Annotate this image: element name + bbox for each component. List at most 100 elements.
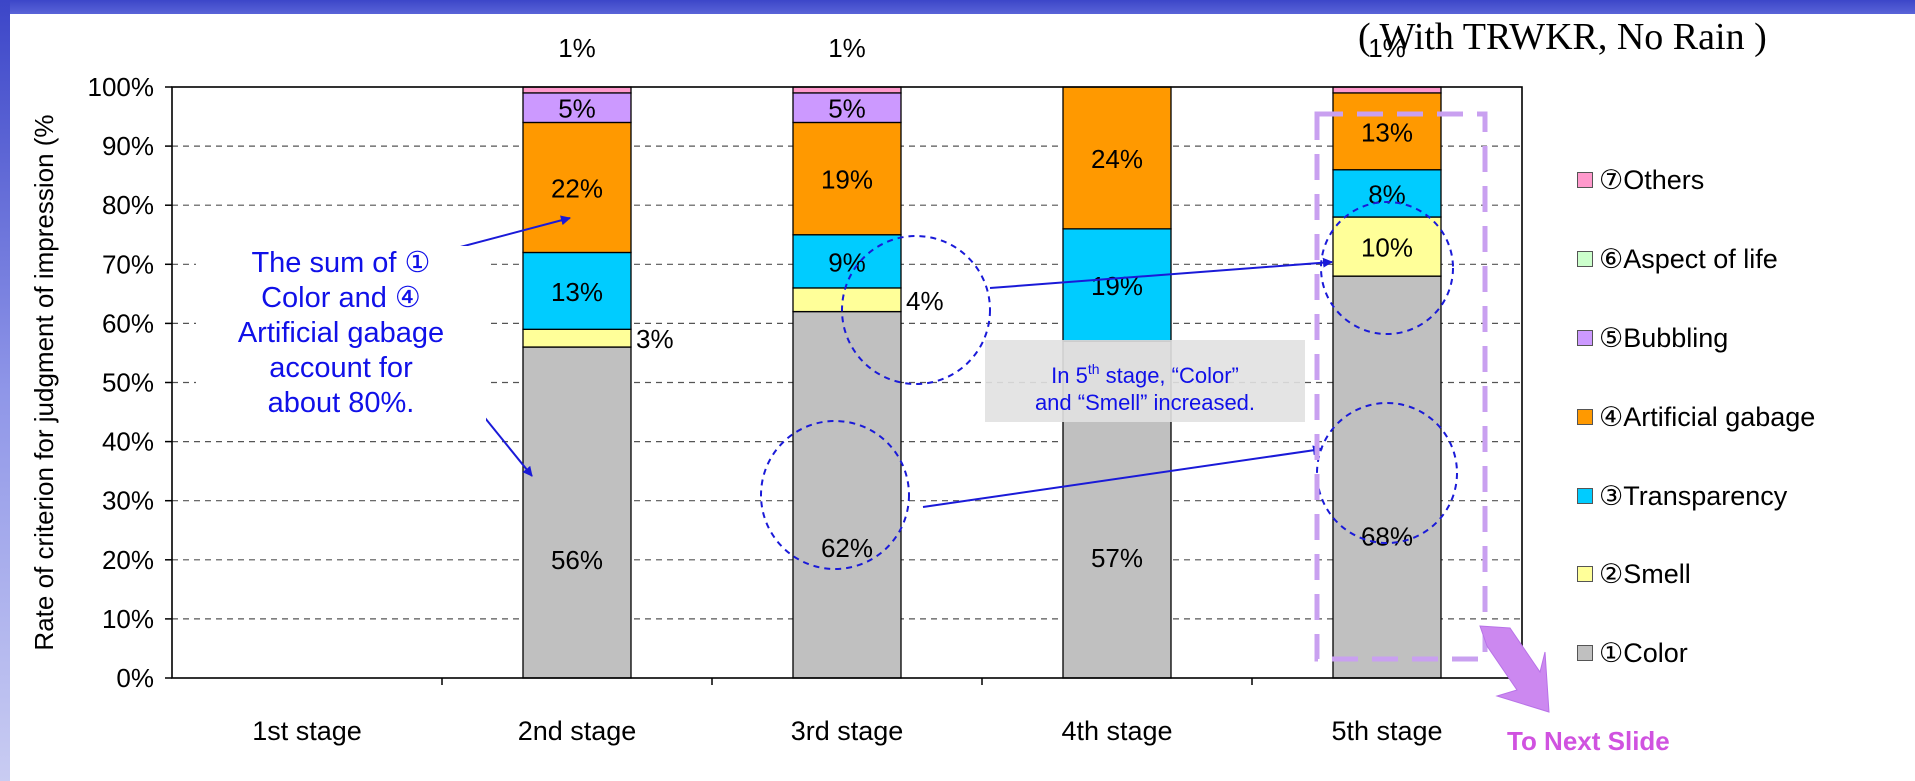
- legend-swatch: [1577, 644, 1593, 661]
- sum-callout-line: about 80%.: [267, 387, 415, 419]
- y-tick-label: 10%: [102, 604, 154, 634]
- next-slide-arrow: [1479, 625, 1550, 713]
- axis-layer: 0% 10% 20% 30% 40% 50% 60% 70% 80% 90% 100% 1st sta…: [29, 72, 1523, 746]
- legend-item-smell: ②Smell: [1577, 557, 1691, 589]
- bar-segment: [1332, 275, 1442, 679]
- title-band: [0, 0, 1915, 14]
- legend-label: ⑤Bubbling: [1599, 322, 1729, 353]
- data-label: 68%: [1361, 521, 1413, 551]
- plot-frame: [171, 86, 1523, 679]
- chart-subtitle: ( With TRWKR, No Rain ): [1358, 16, 1767, 58]
- bar-segment: [792, 86, 902, 94]
- bar-segment: [792, 234, 902, 289]
- stage5-callout: In 5th stage, “Color” and “Smell” increa…: [985, 340, 1305, 422]
- stage5-callout-line2: and “Smell” increased.: [1034, 390, 1256, 415]
- data-label: 4%: [906, 286, 944, 316]
- y-axis-title: Rate of criterion for judgment of impres…: [29, 114, 59, 650]
- legend-swatch: [1577, 329, 1593, 346]
- stage5-callout-sup: th: [1087, 361, 1100, 377]
- highlight-circle: [760, 420, 910, 570]
- next-slide-link[interactable]: To Next Slide: [1507, 726, 1670, 756]
- bar-segment: [1062, 86, 1172, 230]
- bar-segment: [522, 251, 632, 330]
- data-label: 5%: [828, 94, 866, 124]
- bar-segment: [792, 121, 902, 236]
- data-label: 56%: [551, 545, 603, 575]
- stage5-callout-post: stage, “Color”: [1099, 363, 1239, 388]
- data-label: 19%: [1091, 271, 1143, 301]
- highlight-circle: [1316, 402, 1458, 544]
- y-tick-label: 20%: [102, 545, 154, 575]
- stage5-highlight-box: [1314, 111, 1488, 662]
- left-accent-band: [0, 0, 10, 781]
- legend-swatch: [1577, 487, 1593, 504]
- data-label: 10%: [1361, 233, 1413, 263]
- sum-callout-line: account for: [269, 352, 413, 384]
- data-label: 9%: [828, 247, 866, 277]
- bar-segment: [792, 92, 902, 124]
- legend-label: ②Smell: [1599, 558, 1691, 589]
- stage5-callout-pre: In 5: [1051, 363, 1088, 388]
- data-label: 13%: [1361, 117, 1413, 147]
- sum-callout-line: Color and ④: [261, 282, 421, 314]
- bar-segment: [522, 92, 632, 124]
- bar-segment: [522, 86, 632, 94]
- y-tick-label: 30%: [102, 486, 154, 516]
- data-label: 13%: [551, 277, 603, 307]
- overlay-layer: [429, 111, 1550, 713]
- data-label: 3%: [636, 324, 674, 354]
- bar-segment: [1062, 228, 1172, 342]
- legend-swatch: [1577, 408, 1593, 425]
- x-tick-label: 5th stage: [1331, 716, 1442, 746]
- bar-segment: [1332, 216, 1442, 277]
- data-label: 19%: [821, 165, 873, 195]
- data-label: 1%: [1368, 33, 1406, 63]
- legend-swatch: [1577, 171, 1593, 188]
- legend-label: ①Color: [1599, 637, 1688, 668]
- highlight-circle: [1320, 201, 1454, 335]
- bar-segment: [1332, 92, 1442, 171]
- legend-swatch: [1577, 565, 1593, 582]
- y-tick-label: 90%: [102, 131, 154, 161]
- sum-callout-line: Artificial gabage: [237, 317, 445, 349]
- legend-item-bubbling: ⑤Bubbling: [1577, 321, 1729, 353]
- bar-segment: [522, 346, 632, 679]
- legend-label: ⑦Others: [1599, 164, 1705, 195]
- data-label: 1%: [558, 33, 596, 63]
- y-tick-label: 80%: [102, 190, 154, 220]
- legend-item-artificial-gabage: ④Artificial gabage: [1577, 400, 1816, 432]
- bar-segment: [1332, 169, 1442, 218]
- stage5-callout-line1: In 5th stage, “Color”: [985, 356, 1305, 389]
- y-tick-label: 40%: [102, 427, 154, 457]
- label-layer: 56% 3% 13% 22% 5% 1% 62% 4% 9% 19% 5% 1% 57% 19% 24% 68…: [551, 33, 1413, 575]
- x-tick-label: 4th stage: [1061, 716, 1172, 746]
- y-tick-label: 0%: [116, 663, 154, 693]
- data-label: 5%: [558, 94, 596, 124]
- legend-label: ③Transparency: [1599, 480, 1788, 511]
- data-label: 8%: [1368, 179, 1406, 209]
- data-label: 57%: [1091, 543, 1143, 573]
- bar-segment: [522, 121, 632, 254]
- data-label: 22%: [551, 173, 603, 203]
- legend-item-color: ①Color: [1577, 636, 1688, 668]
- y-tick-label: 70%: [102, 249, 154, 279]
- data-label: 24%: [1091, 144, 1143, 174]
- legend-item-others: ⑦Others: [1577, 163, 1705, 195]
- bar-segment: [522, 328, 632, 348]
- bar-segment: [792, 310, 902, 679]
- bar-segment: [1332, 86, 1442, 94]
- legend-label: ④Artificial gabage: [1599, 401, 1816, 432]
- legend-swatch: [1577, 250, 1593, 267]
- sum-callout: The sum of ① Color and ④ Artificial gaba…: [196, 246, 486, 421]
- highlight-circle: [841, 235, 991, 385]
- y-tick-label: 100%: [88, 72, 155, 102]
- callout-arrow: [922, 445, 1323, 508]
- legend-label: ⑥Aspect of life: [1599, 243, 1778, 274]
- x-tick-label: 1st stage: [252, 716, 362, 746]
- x-tick-label: 3rd stage: [791, 716, 904, 746]
- data-label: 1%: [828, 33, 866, 63]
- x-tick-label: 2nd stage: [518, 716, 637, 746]
- bar-segment: [792, 287, 902, 313]
- legend-item-aspect-of-life: ⑥Aspect of life: [1577, 242, 1778, 274]
- callout-arrow: [989, 257, 1333, 289]
